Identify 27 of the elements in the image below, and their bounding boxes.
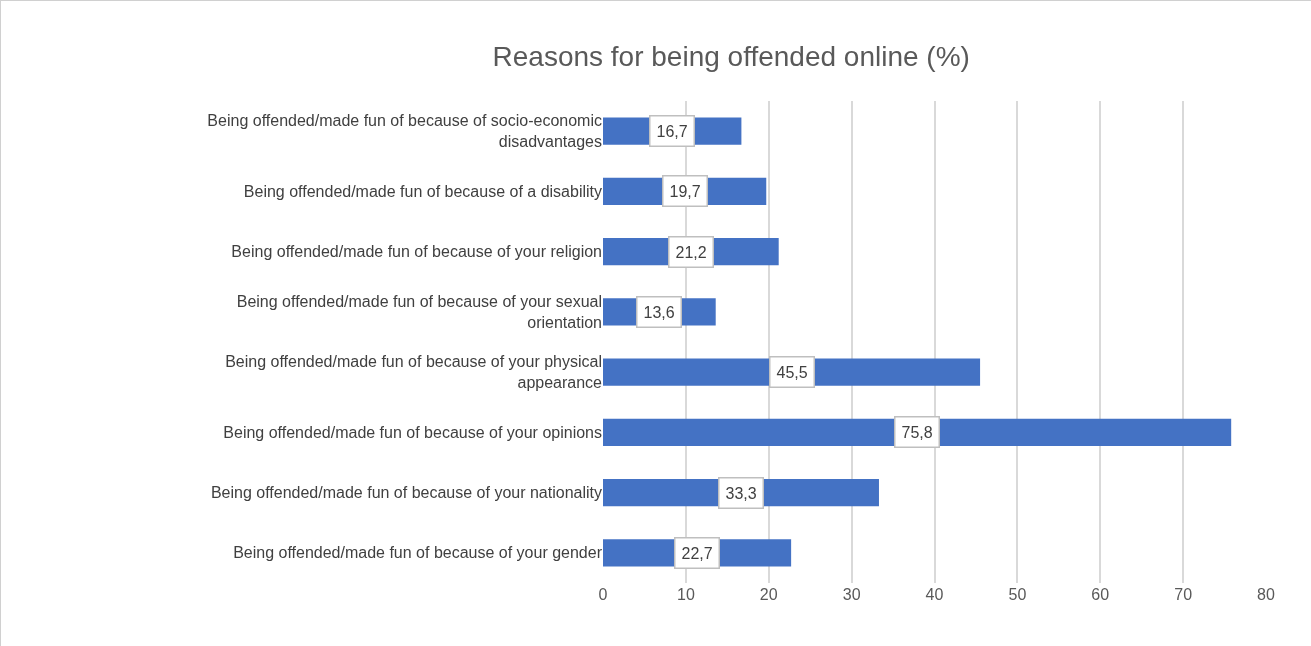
y-tick-label: Being offended/made fun of because of your nationality xyxy=(210,484,602,502)
bar xyxy=(603,418,1232,446)
data-label: 21,2 xyxy=(675,243,707,261)
y-tick-label: Being offended/made fun of because of your physical appearance xyxy=(225,353,603,392)
y-tick-label: Being offended/made fun of because of socio-economic disadvantages xyxy=(207,112,602,151)
data-label: 19,7 xyxy=(669,182,701,200)
x-tick-label: 10 xyxy=(676,586,695,603)
x-tick-label: 20 xyxy=(759,586,778,603)
data-label: 22,7 xyxy=(681,544,713,562)
data-label: 13,6 xyxy=(643,303,675,321)
y-tick-label: Being offended/made fun of because of a disability xyxy=(243,182,602,200)
y-tick-label: Being offended/made fun of because of your sexual orientation xyxy=(236,293,602,331)
x-tick-label: 0 xyxy=(598,586,608,603)
x-tick-label: 30 xyxy=(842,586,861,603)
x-tick-label: 80 xyxy=(1257,586,1275,603)
y-tick-label: Being offended/made fun of because of your opinions xyxy=(223,423,602,441)
chart-title: Reasons for being offended online (%) xyxy=(492,40,970,72)
data-label: 75,8 xyxy=(901,423,933,441)
x-tick-label: 70 xyxy=(1174,586,1193,603)
x-tick-label: 40 xyxy=(925,586,944,603)
x-tick-label: 60 xyxy=(1091,586,1110,603)
data-label: 33,3 xyxy=(725,484,757,502)
x-tick-label: 50 xyxy=(1008,586,1027,603)
y-tick-label: Being offended/made fun of because of your religion xyxy=(231,243,602,261)
data-label: 45,5 xyxy=(776,363,808,381)
y-tick-label: Being offended/made fun of because of your gender xyxy=(233,544,603,562)
data-label: 16,7 xyxy=(656,122,688,140)
